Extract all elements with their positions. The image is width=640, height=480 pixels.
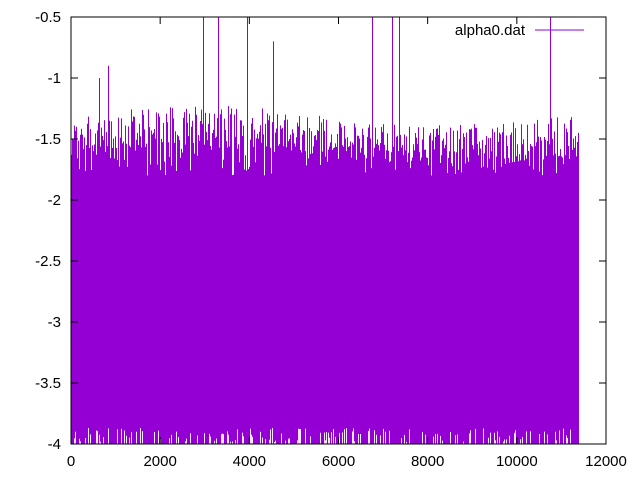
y-tick-label: -1 bbox=[48, 70, 61, 87]
x-tick-label: 12000 bbox=[585, 453, 627, 470]
x-tick-label: 0 bbox=[67, 453, 75, 470]
y-tick-label: -3.5 bbox=[35, 375, 61, 392]
series-line-alpha0 bbox=[71, 17, 579, 444]
y-tick-label: -2.5 bbox=[35, 253, 61, 270]
x-tick-label: 6000 bbox=[322, 453, 355, 470]
y-tick-label: -4 bbox=[48, 436, 61, 453]
y-tick-label: -1.5 bbox=[35, 131, 61, 148]
x-axis: 0 2000 4000 6000 8000 10000 12000 bbox=[67, 17, 627, 470]
x-tick-label: 10000 bbox=[496, 453, 538, 470]
series-alpha0 bbox=[71, 17, 579, 444]
legend-label-alpha0: alpha0.dat bbox=[455, 22, 526, 39]
series-gap-marks bbox=[74, 428, 571, 444]
x-tick-label: 8000 bbox=[411, 453, 444, 470]
y-tick-label: -0.5 bbox=[35, 9, 61, 26]
legend: alpha0.dat bbox=[455, 22, 584, 39]
x-tick-label: 2000 bbox=[143, 453, 176, 470]
x-tick-label: 4000 bbox=[233, 453, 266, 470]
y-axis: -4 -3.5 -3 -2.5 -2 -1.5 -1 -0.5 bbox=[35, 9, 606, 453]
y-tick-label: -2 bbox=[48, 192, 61, 209]
y-tick-label: -3 bbox=[48, 314, 61, 331]
